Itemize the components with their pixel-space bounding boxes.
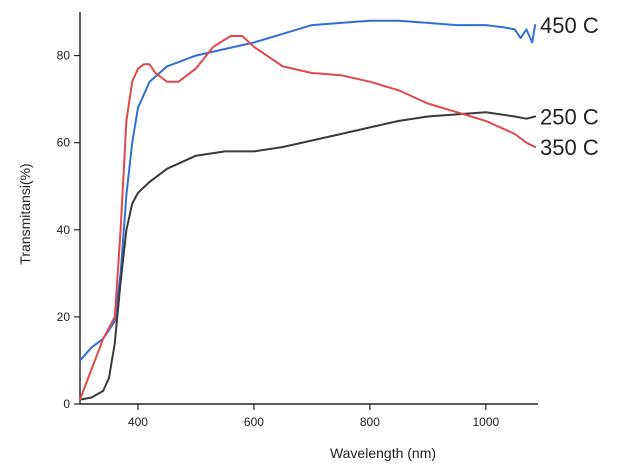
legend-layer: 450 C 250 C 350 C bbox=[540, 13, 599, 160]
y-tick-label: 40 bbox=[57, 223, 71, 237]
legend-label-2: 350 C bbox=[540, 135, 599, 160]
series-layer bbox=[79, 19, 537, 401]
x-axis-title: Wavelength (nm) bbox=[330, 445, 436, 461]
y-tick-label: 80 bbox=[57, 49, 71, 63]
legend-label-1: 250 C bbox=[540, 105, 599, 130]
series-line-0 bbox=[79, 19, 537, 362]
y-tick-label: 0 bbox=[63, 397, 70, 411]
series-line-2 bbox=[79, 35, 537, 401]
y-tick-label: 60 bbox=[57, 136, 71, 150]
axes: 0 20 40 60 80 400 600 800 1000 bbox=[57, 12, 538, 429]
y-tick-label: 20 bbox=[57, 310, 71, 324]
y-axis-title: Transmitansi(%) bbox=[17, 163, 33, 264]
x-tick-label: 1000 bbox=[472, 415, 499, 429]
legend-label-0: 450 C bbox=[540, 13, 599, 38]
x-tick-label: 800 bbox=[360, 415, 380, 429]
series-line-1 bbox=[79, 111, 537, 401]
x-tick-label: 600 bbox=[244, 415, 264, 429]
x-tick-label: 400 bbox=[128, 415, 148, 429]
